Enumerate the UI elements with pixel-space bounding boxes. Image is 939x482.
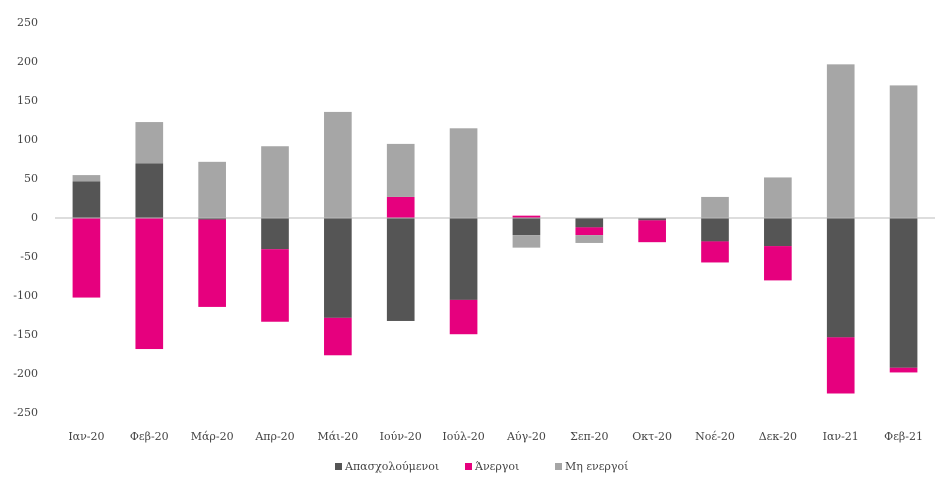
y-tick-label: 250 bbox=[17, 16, 38, 29]
y-tick-label: 50 bbox=[24, 172, 38, 185]
y-tick-label: 100 bbox=[17, 133, 38, 146]
bar-segment bbox=[764, 246, 792, 281]
bar-segment bbox=[386, 196, 415, 218]
bar-segment bbox=[701, 196, 729, 218]
bar-segment bbox=[324, 111, 352, 218]
y-tick-label: -100 bbox=[13, 289, 38, 302]
bar-segment bbox=[198, 218, 226, 220]
bar-segment bbox=[449, 299, 478, 335]
bar-segment bbox=[764, 218, 792, 247]
x-tick-label: Δεκ-20 bbox=[759, 430, 797, 443]
x-tick-label: Ιαν-20 bbox=[68, 430, 104, 443]
x-tick-label: Σεπ-20 bbox=[570, 430, 608, 443]
bar-segment bbox=[701, 241, 729, 263]
y-tick-label: -50 bbox=[20, 250, 38, 263]
bar-segment bbox=[261, 249, 289, 322]
bar-segment bbox=[575, 227, 604, 236]
bar-segment bbox=[575, 235, 604, 243]
bar-segment bbox=[324, 218, 352, 318]
y-tick-label: 0 bbox=[31, 211, 38, 224]
bar-segment bbox=[889, 218, 918, 368]
x-tick-label: Οκτ-20 bbox=[632, 430, 672, 443]
x-tick-label: Φεβ-21 bbox=[884, 430, 923, 443]
bar-segment bbox=[72, 181, 101, 218]
x-tick-label: Φεβ-20 bbox=[130, 430, 169, 443]
legend-swatch bbox=[555, 463, 562, 470]
x-tick-label: Ιούν-20 bbox=[380, 430, 422, 443]
legend-label: Απασχολούμενοι bbox=[344, 460, 439, 473]
bar-segment bbox=[826, 64, 855, 218]
legend-label: Μη ενεργοί bbox=[565, 460, 628, 473]
x-tick-label: Ιαν-21 bbox=[823, 430, 859, 443]
bar-segment bbox=[826, 337, 855, 394]
y-tick-label: 200 bbox=[17, 55, 38, 68]
legend-swatch bbox=[335, 463, 342, 470]
legend-label: Άνεργοι bbox=[474, 460, 519, 473]
y-tick-label: -200 bbox=[13, 367, 38, 380]
bar-segment bbox=[198, 219, 226, 307]
bar-segment bbox=[386, 218, 415, 321]
bar-segment bbox=[449, 218, 478, 300]
bar-segment bbox=[261, 146, 289, 218]
bar-segment bbox=[135, 122, 164, 164]
bar-segment bbox=[324, 317, 352, 356]
bar-segment bbox=[72, 218, 101, 298]
x-tick-label: Μάρ-20 bbox=[191, 430, 234, 443]
bar-segment bbox=[512, 218, 541, 236]
bar-segment bbox=[135, 218, 164, 350]
bar-segment bbox=[889, 367, 918, 373]
x-tick-label: Νοέ-20 bbox=[695, 430, 735, 443]
bar-segment bbox=[889, 85, 918, 219]
y-tick-label: -250 bbox=[13, 406, 38, 419]
bar-segment bbox=[512, 235, 541, 248]
bar-segment bbox=[72, 175, 101, 182]
bar-segment bbox=[261, 218, 289, 250]
x-tick-label: Μάι-20 bbox=[317, 430, 358, 443]
bar-segment bbox=[638, 218, 666, 221]
bar-segment bbox=[638, 220, 666, 243]
bar-segment bbox=[386, 143, 415, 197]
bar-segment bbox=[826, 218, 855, 338]
x-tick-label: Αύγ-20 bbox=[506, 430, 546, 443]
bar-segment bbox=[198, 161, 226, 218]
x-tick-label: Ιούλ-20 bbox=[442, 430, 484, 443]
x-tick-label: Απρ-20 bbox=[254, 430, 294, 443]
legend-swatch bbox=[465, 463, 472, 470]
bar-segment bbox=[449, 128, 478, 218]
bar-segment bbox=[701, 218, 729, 242]
bar-segment bbox=[512, 215, 541, 218]
y-tick-label: -150 bbox=[13, 328, 38, 341]
bar-segment bbox=[575, 218, 604, 228]
bar-segment bbox=[135, 163, 164, 218]
bar-segment bbox=[764, 177, 792, 218]
y-tick-label: 150 bbox=[17, 94, 38, 107]
